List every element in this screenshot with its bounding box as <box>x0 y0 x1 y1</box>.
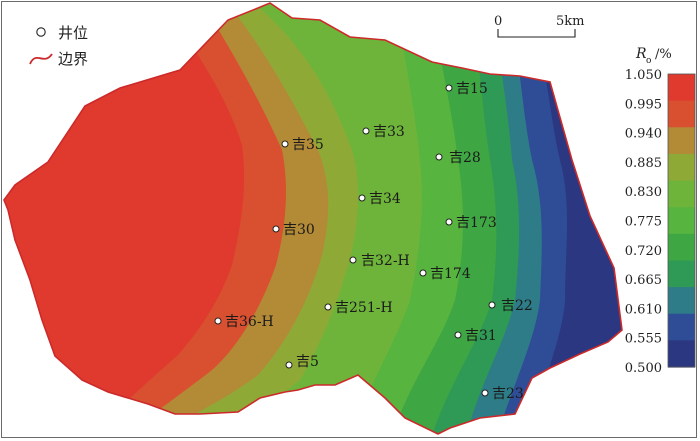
colorbar-band <box>668 287 695 315</box>
colorbar-band <box>668 180 695 208</box>
colorbar-gradient <box>668 74 695 368</box>
well-ji173[interactable]: 吉173 <box>445 215 497 231</box>
well-marker-icon <box>281 140 289 148</box>
well-label: 吉33 <box>373 124 405 140</box>
well-marker-icon <box>481 389 489 397</box>
colorbar-title-symbol: R <box>635 46 647 62</box>
well-marker-icon <box>454 331 462 339</box>
well-ji251h[interactable]: 吉251-H <box>324 300 393 316</box>
well-label: 吉5 <box>296 354 319 370</box>
colorbar-title-unit: /% <box>655 47 672 62</box>
well-ji36h[interactable]: 吉36-H <box>214 314 274 330</box>
colorbar-tick-label: 0.885 <box>625 156 662 171</box>
well-label: 吉251-H <box>335 300 393 316</box>
colorbar-band <box>668 100 695 128</box>
well-marker-icon <box>285 361 293 369</box>
well-ji31[interactable]: 吉31 <box>454 328 497 344</box>
well-label: 吉34 <box>369 191 401 207</box>
well-marker-icon <box>445 84 453 92</box>
well-ji23[interactable]: 吉23 <box>481 386 524 402</box>
colorbar-tick-label: 0.830 <box>625 185 662 200</box>
colorbar: R o /% 1.050 0.995 0.940 0.885 0.830 0.775 0.7… <box>625 46 696 376</box>
colorbar-band <box>668 233 695 262</box>
well-marker-icon <box>272 225 280 233</box>
wells-layer: 吉15 吉33 吉35 吉28 吉34 吉173 吉30 吉32-H 吉174 … <box>214 81 533 402</box>
well-label: 吉173 <box>456 215 497 231</box>
colorbar-title-subscript: o <box>646 56 651 66</box>
colorbar-band <box>668 340 695 368</box>
well-ji33[interactable]: 吉33 <box>362 124 405 140</box>
well-marker-icon <box>445 218 453 226</box>
colorbar-band <box>668 313 695 341</box>
colorbar-tick-label: 1.050 <box>625 68 662 83</box>
colorbar-band <box>668 74 695 102</box>
well-label: 吉36-H <box>225 314 274 330</box>
scale-start-label: 0 <box>494 14 502 29</box>
well-symbol-icon <box>36 27 46 37</box>
legend-boundary-label: 边界 <box>58 50 88 68</box>
well-marker-icon <box>419 269 427 277</box>
colorbar-band <box>668 260 695 288</box>
scale-end-label: 5km <box>556 14 584 29</box>
well-label: 吉15 <box>456 81 488 97</box>
well-label: 吉35 <box>292 137 324 153</box>
well-ji174[interactable]: 吉174 <box>419 266 471 282</box>
well-marker-icon <box>324 303 332 311</box>
well-marker-icon <box>214 317 222 325</box>
well-ji34[interactable]: 吉34 <box>358 191 401 207</box>
well-label: 吉28 <box>449 150 481 166</box>
boundary-line-icon <box>29 53 53 65</box>
legend-well-label: 井位 <box>58 24 88 42</box>
well-ji28[interactable]: 吉28 <box>435 150 481 166</box>
legend: 井位 边界 <box>29 24 88 68</box>
well-label: 吉22 <box>501 298 533 314</box>
colorbar-tick-label: 0.500 <box>625 361 662 376</box>
well-label: 吉31 <box>465 328 497 344</box>
well-label: 吉30 <box>283 222 315 238</box>
well-label: 吉32-H <box>361 253 410 269</box>
colorbar-tick-label: 0.775 <box>625 215 662 230</box>
well-ji5[interactable]: 吉5 <box>285 354 319 370</box>
colorbar-tick-label: 0.665 <box>625 273 662 288</box>
colorbar-tick-labels: 1.050 0.995 0.940 0.885 0.830 0.775 0.720 0.665… <box>625 68 662 376</box>
colorbar-tick-label: 0.555 <box>625 332 662 347</box>
well-label: 吉23 <box>492 386 524 402</box>
colorbar-band <box>668 207 695 235</box>
colorbar-tick-label: 0.720 <box>625 244 662 259</box>
well-ji22[interactable]: 吉22 <box>488 298 533 314</box>
well-ji30[interactable]: 吉30 <box>272 222 315 238</box>
colorbar-outline <box>667 73 696 368</box>
well-ji35[interactable]: 吉35 <box>281 137 324 153</box>
well-marker-icon <box>435 153 443 161</box>
well-ji32h[interactable]: 吉32-H <box>349 253 410 269</box>
well-marker-icon <box>358 194 366 202</box>
scale-bar: 0 5km <box>494 14 584 38</box>
colorbar-tick-label: 0.940 <box>625 127 662 142</box>
well-marker-icon <box>362 127 370 135</box>
colorbar-tick-label: 0.610 <box>625 302 662 317</box>
colorbar-band <box>668 127 695 155</box>
well-marker-icon <box>488 301 496 309</box>
well-label: 吉174 <box>430 266 471 282</box>
colorbar-tick-label: 0.995 <box>625 97 662 112</box>
colorbar-band <box>668 153 695 182</box>
well-marker-icon <box>349 256 357 264</box>
well-ji15[interactable]: 吉15 <box>445 81 488 97</box>
boundary-line <box>3 2 623 435</box>
